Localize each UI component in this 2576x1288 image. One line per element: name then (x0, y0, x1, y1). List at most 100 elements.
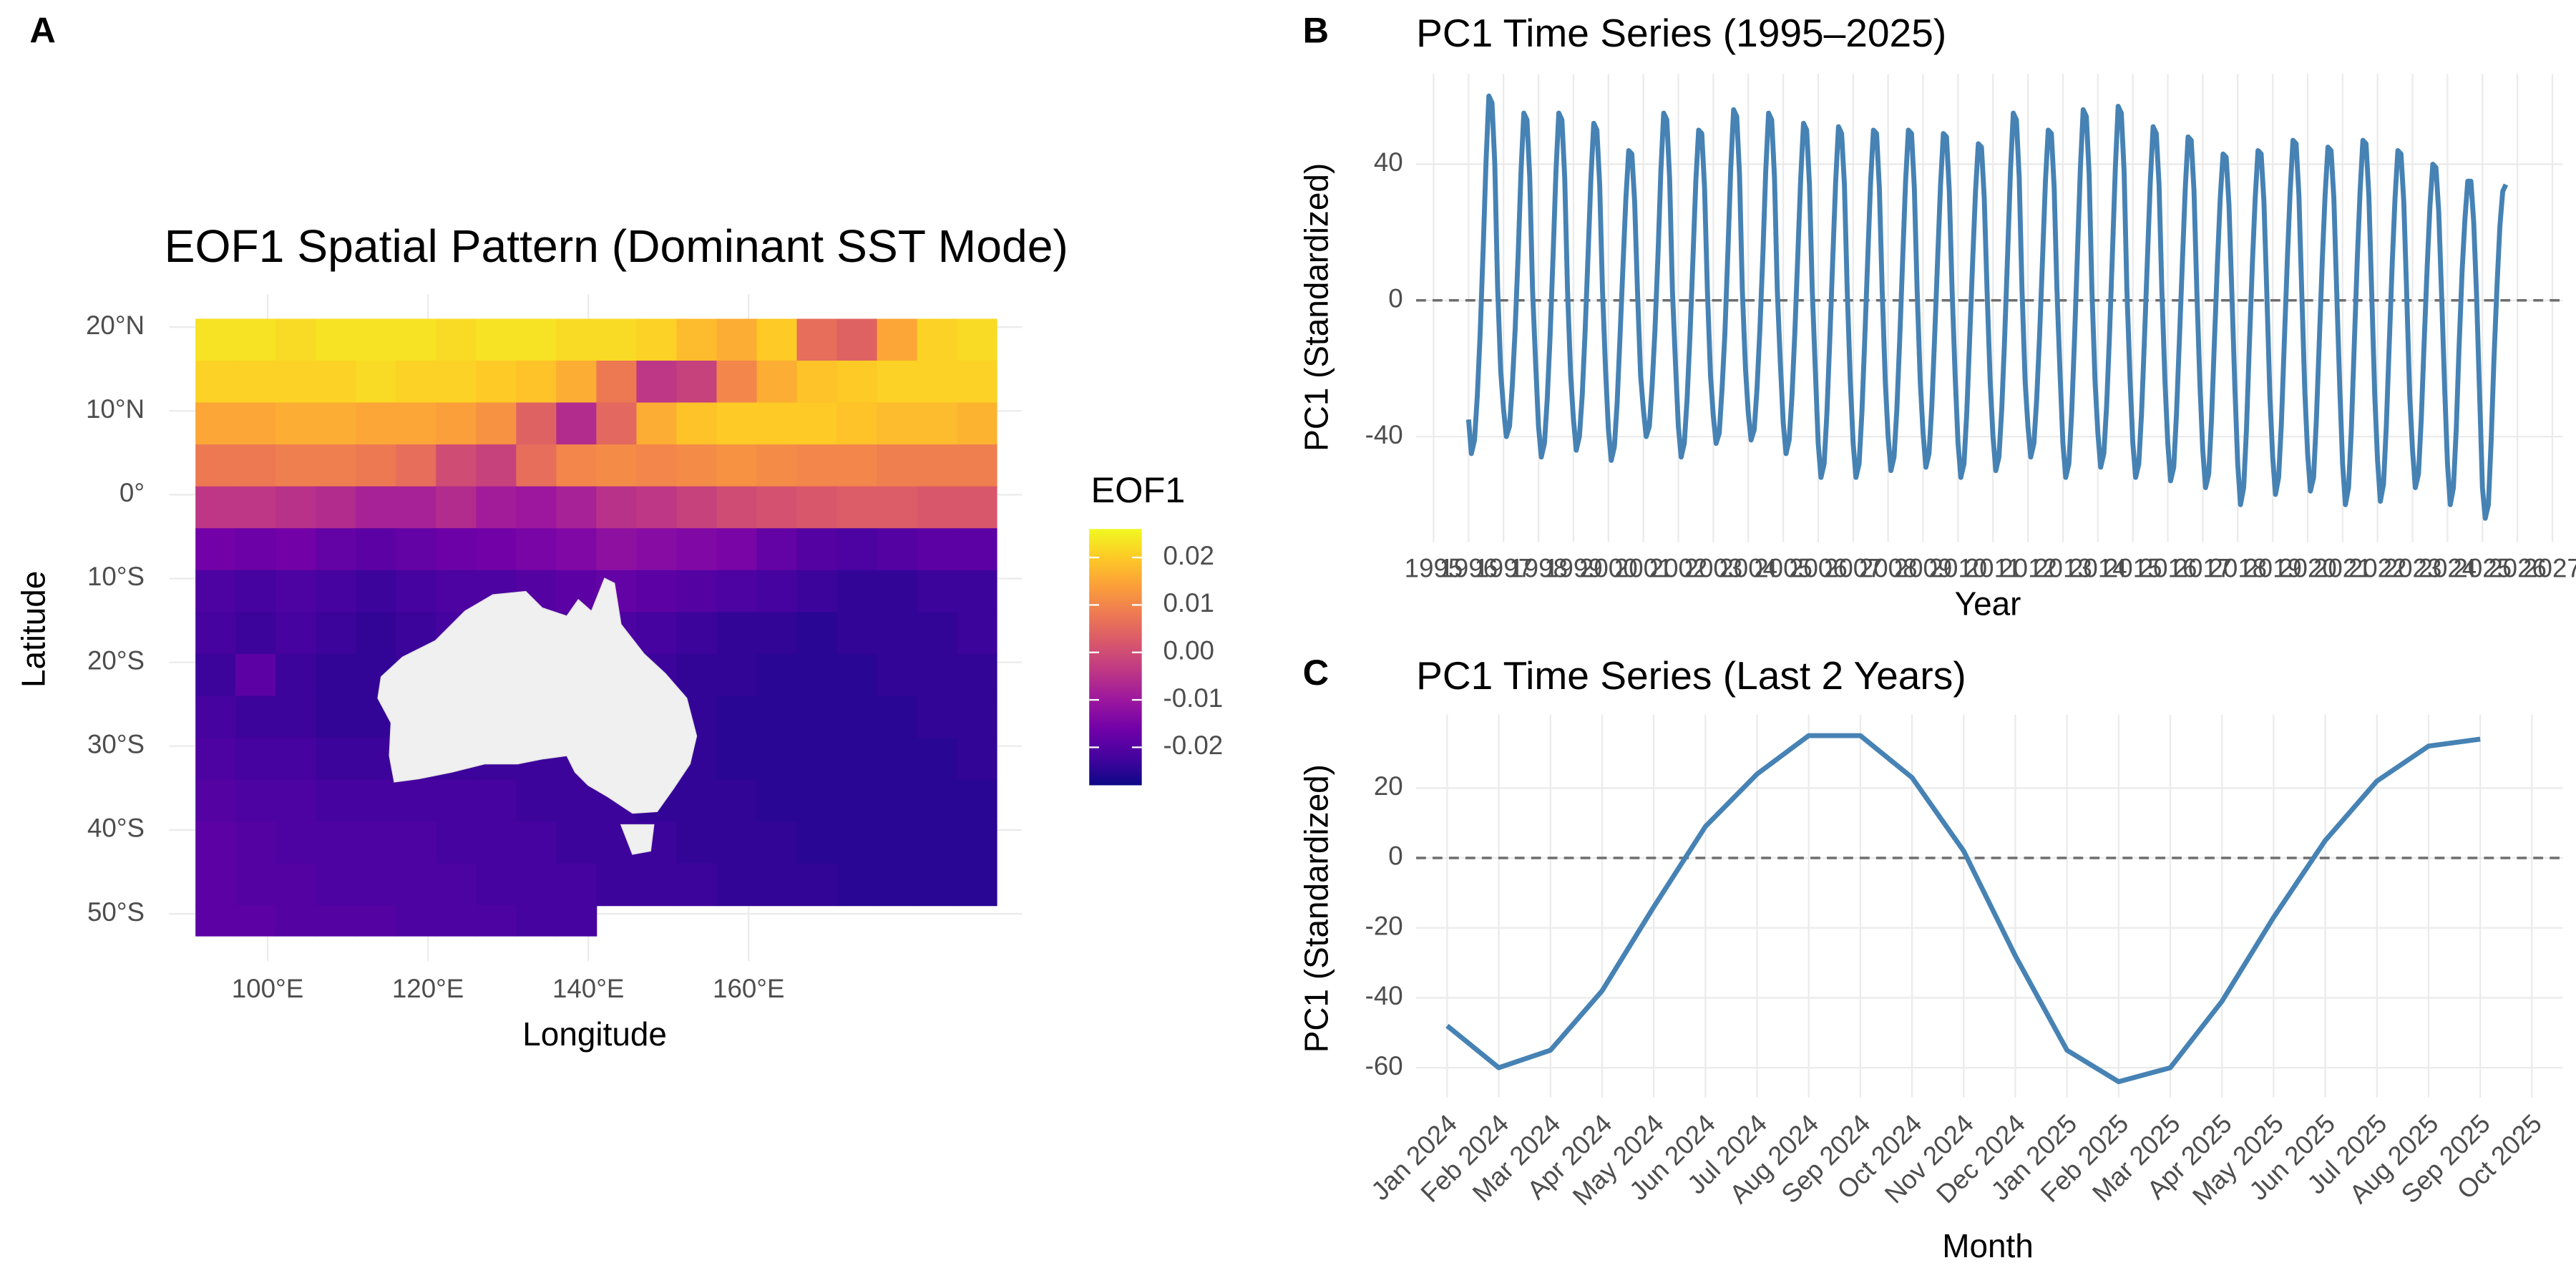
heat-cell (436, 360, 477, 404)
heat-cell (235, 821, 277, 864)
heat-cell (796, 779, 838, 823)
y-tick-label: 10°N (86, 394, 145, 424)
heat-cell (356, 612, 397, 655)
heat-cell (556, 905, 597, 937)
heat-cell (476, 402, 517, 446)
heat-cell (917, 863, 958, 907)
x-tick-label: 2021 (2313, 553, 2372, 582)
heat-cell (316, 905, 357, 937)
heat-cell (957, 360, 997, 404)
heat-cell (917, 653, 958, 697)
heat-cell (476, 779, 517, 823)
heat-cell (756, 696, 798, 738)
heat-cell (957, 779, 997, 823)
x-axis-label: Month (1942, 1227, 2034, 1264)
heat-cell (676, 528, 718, 571)
heat-cell (676, 318, 718, 361)
legend-label: 0.00 (1163, 635, 1214, 665)
heat-cell (556, 402, 597, 446)
heat-cell (436, 402, 477, 446)
heat-cell (316, 444, 357, 487)
heat-cell (316, 318, 357, 361)
heat-cell (676, 779, 718, 823)
x-tick-label: 1995 (1405, 553, 1463, 582)
legend-label: 0.02 (1163, 541, 1214, 570)
heat-cell (796, 360, 838, 404)
heat-cell (235, 738, 277, 781)
x-tick-label: 1999 (1544, 553, 1603, 582)
heat-cell (796, 486, 838, 530)
heat-cell (836, 570, 878, 613)
heat-cell (716, 738, 758, 781)
heat-cell (316, 486, 357, 530)
heat-cell (877, 738, 918, 781)
y-tick-label: 20°N (86, 311, 145, 340)
heat-cell (476, 821, 517, 864)
chart-title: EOF1 Spatial Pattern (Dominant SST Mode) (165, 220, 1068, 272)
heat-cell (917, 779, 958, 823)
heat-cell (756, 612, 798, 655)
x-tick-label: 140°E (552, 974, 624, 1003)
heat-cell (756, 653, 798, 697)
x-axis-label: Year (1955, 585, 2021, 622)
data-line (1465, 93, 2509, 521)
heat-cell (796, 696, 838, 738)
heat-cell (756, 444, 798, 487)
heat-cell (316, 528, 357, 571)
heat-cell (235, 696, 277, 738)
y-tick-label: 20°S (87, 645, 145, 675)
heat-cell (756, 570, 798, 613)
legend-label: 0.01 (1163, 588, 1214, 618)
x-tick-label: 2026 (2488, 553, 2547, 582)
heat-cell (636, 444, 678, 487)
heat-cell (556, 360, 597, 404)
x-tick-label: 2018 (2208, 553, 2267, 582)
x-tick-label: 2020 (2278, 553, 2337, 582)
heat-cell (917, 402, 958, 446)
heat-cell (796, 318, 838, 361)
heat-cell (877, 570, 918, 613)
heat-cell (716, 779, 758, 823)
heat-cell (235, 402, 277, 446)
heat-cell (796, 402, 838, 446)
heat-cell (796, 528, 838, 571)
heat-cell (836, 779, 878, 823)
land (377, 577, 698, 855)
heat-cell (316, 779, 357, 823)
x-tick-label: 2012 (1999, 553, 2057, 582)
legend-title: EOF1 (1091, 469, 1185, 510)
heat-cell (676, 821, 718, 864)
heat-cell (917, 570, 958, 613)
heat-cell (195, 486, 237, 530)
heat-cell (836, 402, 878, 446)
heat-cell (516, 318, 557, 361)
heat-cell (796, 570, 838, 613)
data-line (1445, 733, 2481, 1085)
heat-cell (836, 653, 878, 697)
x-tick-label: 2025 (2453, 553, 2512, 582)
heat-cell (756, 402, 798, 446)
heat-cell (957, 486, 997, 530)
heat-cell (556, 444, 597, 487)
x-tick-label: 1996 (1440, 553, 1498, 582)
heat-cell (356, 360, 397, 404)
y-tick-label: -40 (1365, 981, 1403, 1010)
heat-cell (516, 360, 557, 404)
y-axis-label: PC1 (Standardized) (1298, 163, 1335, 452)
heat-cell (195, 863, 237, 907)
heat-cell (836, 821, 878, 864)
heat-cell (716, 612, 758, 655)
heat-cell (275, 863, 317, 907)
heat-cell (596, 486, 638, 530)
heat-cell (476, 444, 517, 487)
heat-cell (796, 444, 838, 487)
heat-cell (195, 444, 237, 487)
heat-cell (235, 779, 277, 823)
heat-cell (636, 863, 678, 907)
heat-cell (716, 570, 758, 613)
heat-cell (316, 402, 357, 446)
heat-cell (516, 821, 557, 864)
heat-cell (836, 612, 878, 655)
heat-cell (275, 612, 317, 655)
heat-cell (235, 360, 277, 404)
